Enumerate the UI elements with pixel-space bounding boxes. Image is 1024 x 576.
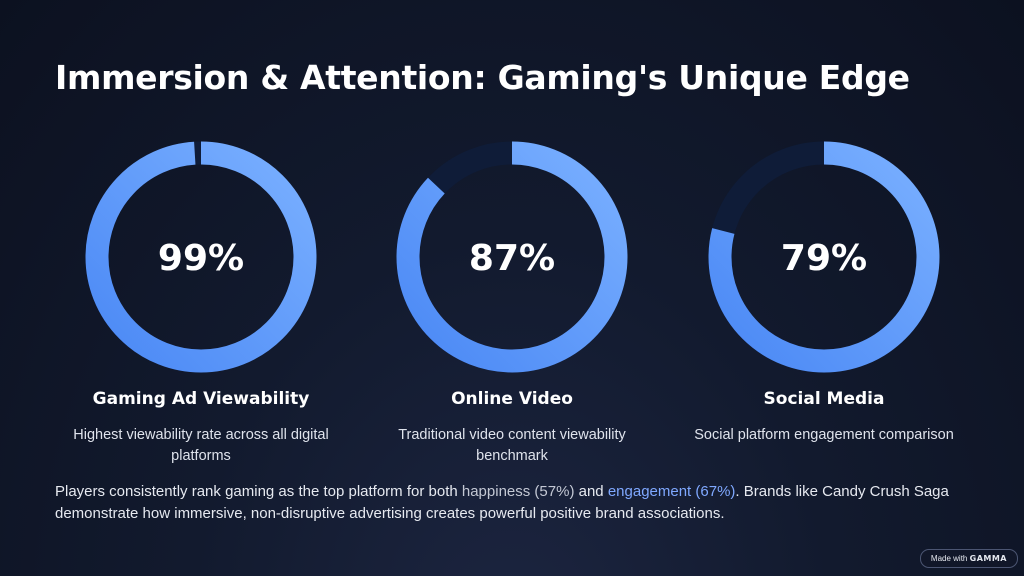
donut-heading-social-media: Social Media: [763, 389, 885, 409]
donut-description-online-video: Traditional video content viewability be…: [398, 427, 626, 464]
page-title: Immersion & Attention: Gaming's Unique E…: [55, 58, 910, 97]
made-with-gamma-badge[interactable]: Made with GAMMA: [919, 549, 1018, 568]
donut-heading-online-video: Online Video: [451, 389, 573, 409]
donut-heading-gaming: Gaming Ad Viewability: [92, 389, 310, 409]
summary-paragraph: Players consistently rank gaming as the …: [55, 481, 975, 525]
donut-value-arc: [396, 141, 628, 373]
donut-percent-label: 79%: [781, 238, 867, 279]
donut-percent-label: 99%: [158, 238, 244, 279]
donut-percent-label: 87%: [469, 238, 555, 279]
donut-description-social-media: Social platform engagement comparison: [694, 427, 954, 443]
donut-svg-online-video: 87%: [396, 141, 628, 373]
donut-chart-gaming: 99%: [51, 140, 351, 374]
happiness-stat: happiness (57%): [461, 483, 575, 500]
summary-text-1: Players consistently rank gaming as the …: [55, 483, 462, 500]
donut-chart-online-video: 87%: [362, 140, 662, 374]
donut-svg-gaming: 99%: [85, 141, 317, 373]
summary-text-2: and: [574, 483, 608, 500]
gamma-logo-text: GAMMA: [969, 554, 1007, 563]
donut-svg-social-media: 79%: [708, 141, 940, 373]
summary-text-3: . Brands like Candy Crush Saga demonstra…: [55, 483, 949, 522]
engagement-stat: engagement (67%): [607, 483, 736, 500]
badge-prefix: Made with: [930, 554, 968, 563]
donut-description-gaming: Highest viewability rate across all digi…: [73, 427, 329, 464]
donut-value-arc: [85, 141, 317, 373]
donut-value-arc: [708, 141, 940, 373]
donut-chart-social-media: 79%: [674, 140, 974, 374]
